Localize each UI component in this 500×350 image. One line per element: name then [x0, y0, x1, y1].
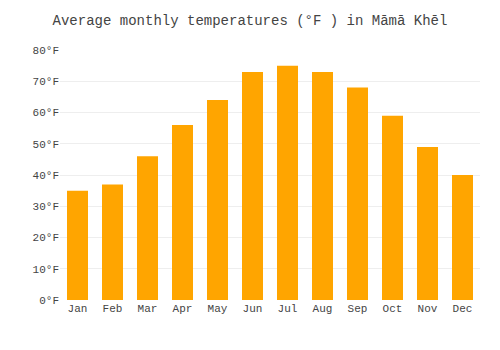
svg-text:Nov: Nov [418, 303, 438, 315]
svg-text:Oct: Oct [383, 303, 403, 315]
svg-text:Jun: Jun [243, 303, 263, 315]
svg-text:80°F: 80°F [33, 45, 59, 57]
svg-text:50°F: 50°F [33, 139, 59, 151]
svg-text:Aug: Aug [313, 303, 333, 315]
svg-text:10°F: 10°F [33, 264, 59, 276]
svg-text:Average monthly temperatures (: Average monthly temperatures (°F ) in Mā… [53, 13, 448, 29]
svg-text:60°F: 60°F [33, 107, 59, 119]
svg-text:May: May [208, 303, 228, 315]
svg-text:30°F: 30°F [33, 201, 59, 213]
svg-text:Dec: Dec [453, 303, 473, 315]
svg-text:Jan: Jan [68, 303, 88, 315]
svg-text:40°F: 40°F [33, 170, 59, 182]
svg-text:20°F: 20°F [33, 232, 59, 244]
svg-text:0°F: 0°F [39, 295, 59, 307]
svg-text:70°F: 70°F [33, 76, 59, 88]
svg-text:Mar: Mar [138, 303, 158, 315]
svg-text:Apr: Apr [173, 303, 193, 315]
svg-text:Feb: Feb [103, 303, 123, 315]
svg-text:Sep: Sep [348, 303, 368, 315]
svg-text:Jul: Jul [278, 303, 298, 315]
